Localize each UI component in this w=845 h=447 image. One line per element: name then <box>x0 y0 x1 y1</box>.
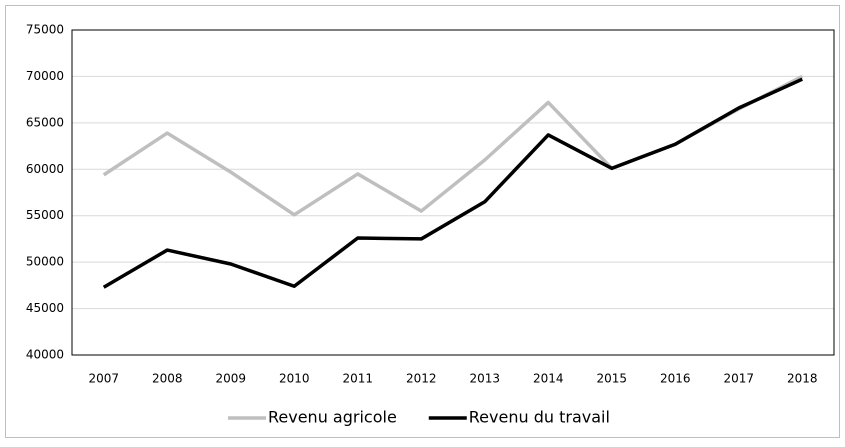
x-tick-label: 2011 <box>342 372 373 386</box>
x-tick-label: 2018 <box>787 372 818 386</box>
x-tick-label: 2009 <box>215 372 246 386</box>
y-tick-label: 40000 <box>26 348 64 362</box>
plot-frame <box>71 29 835 356</box>
y-tick-label: 50000 <box>26 255 64 269</box>
y-tick-label: 70000 <box>26 69 64 83</box>
x-tick-label: 2016 <box>660 372 691 386</box>
legend-label: Revenu du travail <box>469 408 610 427</box>
x-tick-label: 2012 <box>406 372 437 386</box>
legend-label: Revenu agricole <box>268 408 397 427</box>
x-tick-label: 2010 <box>279 372 310 386</box>
x-tick-label: 2017 <box>723 372 754 386</box>
y-tick-label: 65000 <box>26 115 64 129</box>
y-tick-label: 55000 <box>26 208 64 222</box>
x-tick-label: 2015 <box>596 372 627 386</box>
x-tick-label: 2008 <box>152 372 183 386</box>
line <box>102 77 803 289</box>
y-tick-label: 60000 <box>26 162 64 176</box>
x-tick-label: 2013 <box>469 372 500 386</box>
x-tick-label: 2014 <box>533 372 564 386</box>
x-tick-label: 2007 <box>88 372 119 386</box>
y-tick-label: 75000 <box>26 23 64 37</box>
y-tick-label: 45000 <box>26 301 64 315</box>
chart-frame <box>5 5 840 438</box>
